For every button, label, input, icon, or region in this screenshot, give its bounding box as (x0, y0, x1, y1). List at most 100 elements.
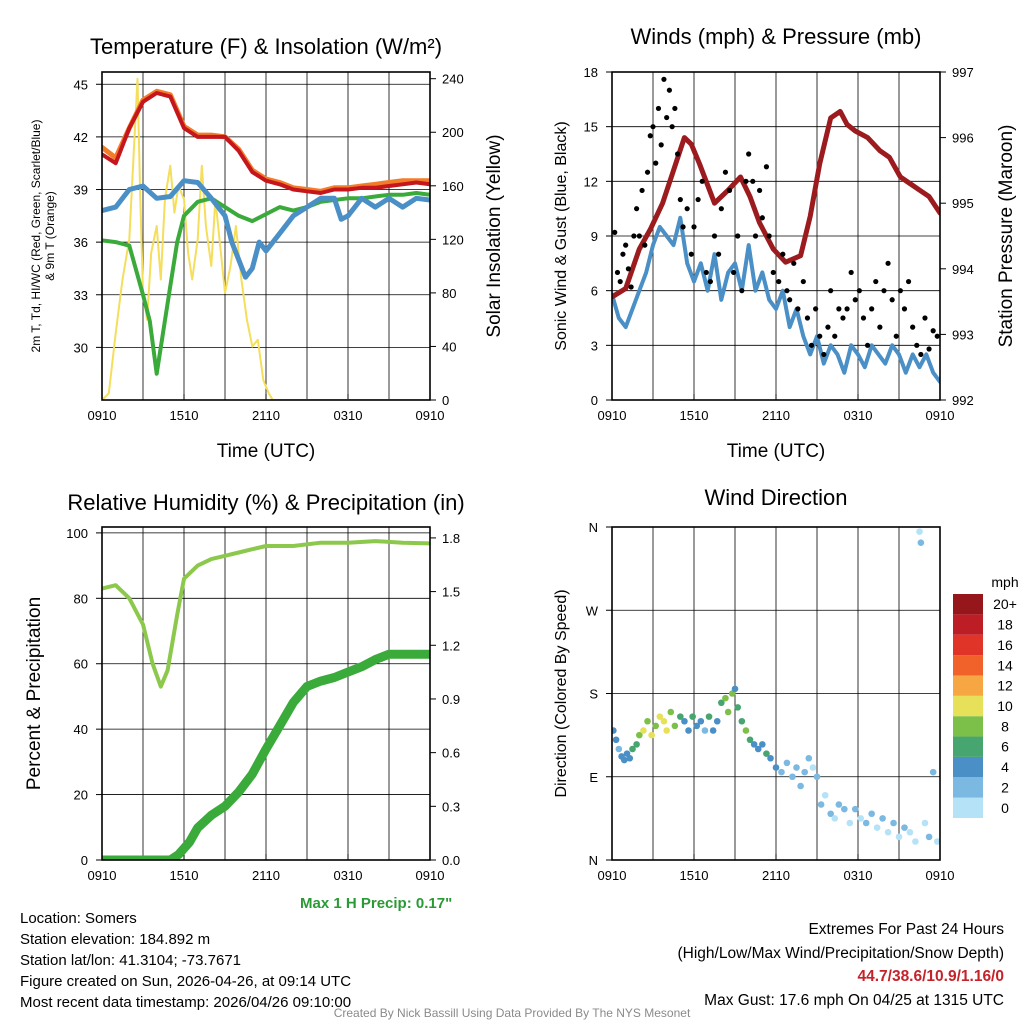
relative-humidity-line (102, 539, 430, 689)
gust-point (840, 315, 846, 321)
location-text: Location: Somers (20, 910, 137, 927)
extremes-subtitle: (High/Low/Max Wind/Precipitation/Snow De… (677, 944, 1005, 962)
gust-point (763, 164, 770, 170)
gust-point (787, 297, 793, 303)
wind-direction-point (612, 736, 620, 744)
gust-point (766, 233, 772, 239)
x-tick-label: 0310 (844, 408, 873, 423)
gust-point (688, 251, 694, 257)
y2-tick-label: 0.9 (442, 692, 460, 707)
wind-direction-point (660, 717, 668, 725)
gust-point (804, 315, 811, 321)
legend-label: 20+ (993, 596, 1017, 612)
wind-direction-point (629, 745, 636, 753)
gust-point (832, 333, 838, 339)
x-tick-label: 1510 (680, 868, 709, 883)
wind-direction-point (778, 768, 785, 776)
speed-legend (953, 594, 983, 818)
wind-direction-point (879, 815, 886, 822)
x-tick-label: 2110 (762, 408, 790, 423)
x-tick-label: 2110 (252, 408, 280, 423)
wind-direction-point (821, 791, 829, 799)
y-tick-label: 9 (591, 229, 598, 244)
y2-tick-label: 1.8 (442, 531, 460, 546)
gust-point (634, 206, 640, 212)
extremes-block: Extremes For Past 24 Hours (High/Low/Max… (678, 918, 1005, 1012)
wind-direction-point (709, 727, 717, 734)
2m-t-line (102, 91, 430, 195)
gust-point (864, 342, 871, 348)
x-tick-label: 1510 (170, 408, 199, 423)
gust-point (910, 324, 916, 330)
gust-point (653, 160, 659, 166)
gust-point (784, 288, 790, 294)
wind-direction-point (722, 694, 729, 702)
legend-label: 0 (1001, 800, 1009, 816)
gust-point (889, 297, 895, 303)
dir-panel (606, 526, 983, 861)
wind-direction-point (789, 773, 796, 781)
gust-point (639, 187, 645, 194)
gust-point (636, 233, 642, 239)
y-tick-label: E (589, 770, 598, 785)
gust-point (750, 178, 756, 184)
wind-direction-point (813, 773, 821, 781)
wind-direction-point (929, 768, 937, 776)
wind-direction-point (663, 727, 670, 734)
y2-axis-label: Station Pressure (Maroon) (996, 125, 1017, 348)
wind-direction-point (912, 838, 919, 845)
gust-point (614, 269, 621, 276)
y-tick-label: 36 (74, 235, 88, 250)
gust-point (691, 224, 697, 230)
y-tick-label: 3 (591, 338, 598, 353)
gust-point (825, 324, 831, 330)
y-tick-label: N (589, 520, 598, 535)
gust-point (746, 151, 752, 157)
wind-direction-point (873, 824, 881, 831)
gust-point (808, 342, 815, 348)
gust-point (901, 306, 908, 312)
wind-direction-point (763, 750, 770, 757)
y2-tick-label: 992 (952, 393, 974, 408)
wind-direction-point (621, 756, 628, 764)
gust-point (631, 233, 637, 239)
gust-point (757, 187, 763, 194)
hi-wc-line (102, 178, 430, 280)
gust-point (669, 124, 675, 130)
x-tick-label: 0910 (88, 868, 117, 883)
gust-point (735, 233, 741, 239)
y2-tick-label: 1.2 (442, 638, 460, 653)
legend-label: 8 (1001, 718, 1009, 734)
gust-point (684, 206, 690, 212)
gust-point (752, 233, 759, 239)
y-tick-label: 12 (584, 174, 598, 189)
gust-point (848, 269, 854, 276)
x-axis-label: Time (UTC) (217, 441, 316, 462)
wind-direction-point (917, 539, 925, 547)
x-tick-label: 0910 (598, 868, 627, 883)
y2-tick-label: 0 (442, 393, 449, 408)
y2-axis-label: Solar Insolation (Yellow) (484, 134, 505, 337)
wind-direction-point (633, 741, 640, 748)
wind-direction-point (742, 727, 750, 734)
gust-point (776, 278, 782, 285)
wind-direction-point (925, 833, 933, 841)
gust-point (716, 251, 722, 257)
plot-area (102, 539, 430, 860)
gust-point (707, 278, 714, 285)
chart-title: Relative Humidity (%) & Precipitation (i… (67, 490, 464, 515)
wind-direction-point (827, 810, 834, 818)
y-tick-label: 30 (74, 340, 88, 355)
wind-direction-point (652, 722, 660, 730)
legend-title: mph (991, 574, 1018, 590)
wind-direction-point (767, 754, 774, 762)
y-tick-label: 33 (74, 288, 88, 303)
x-tick-label: 0910 (416, 868, 445, 883)
credit-text: Created By Nick Bassill Using Data Provi… (333, 1006, 691, 1020)
gust-point (905, 278, 912, 285)
legend-swatch (953, 655, 983, 676)
wind-direction-point (895, 833, 903, 841)
wind-direction-point (906, 828, 914, 836)
gust-point (856, 288, 862, 294)
